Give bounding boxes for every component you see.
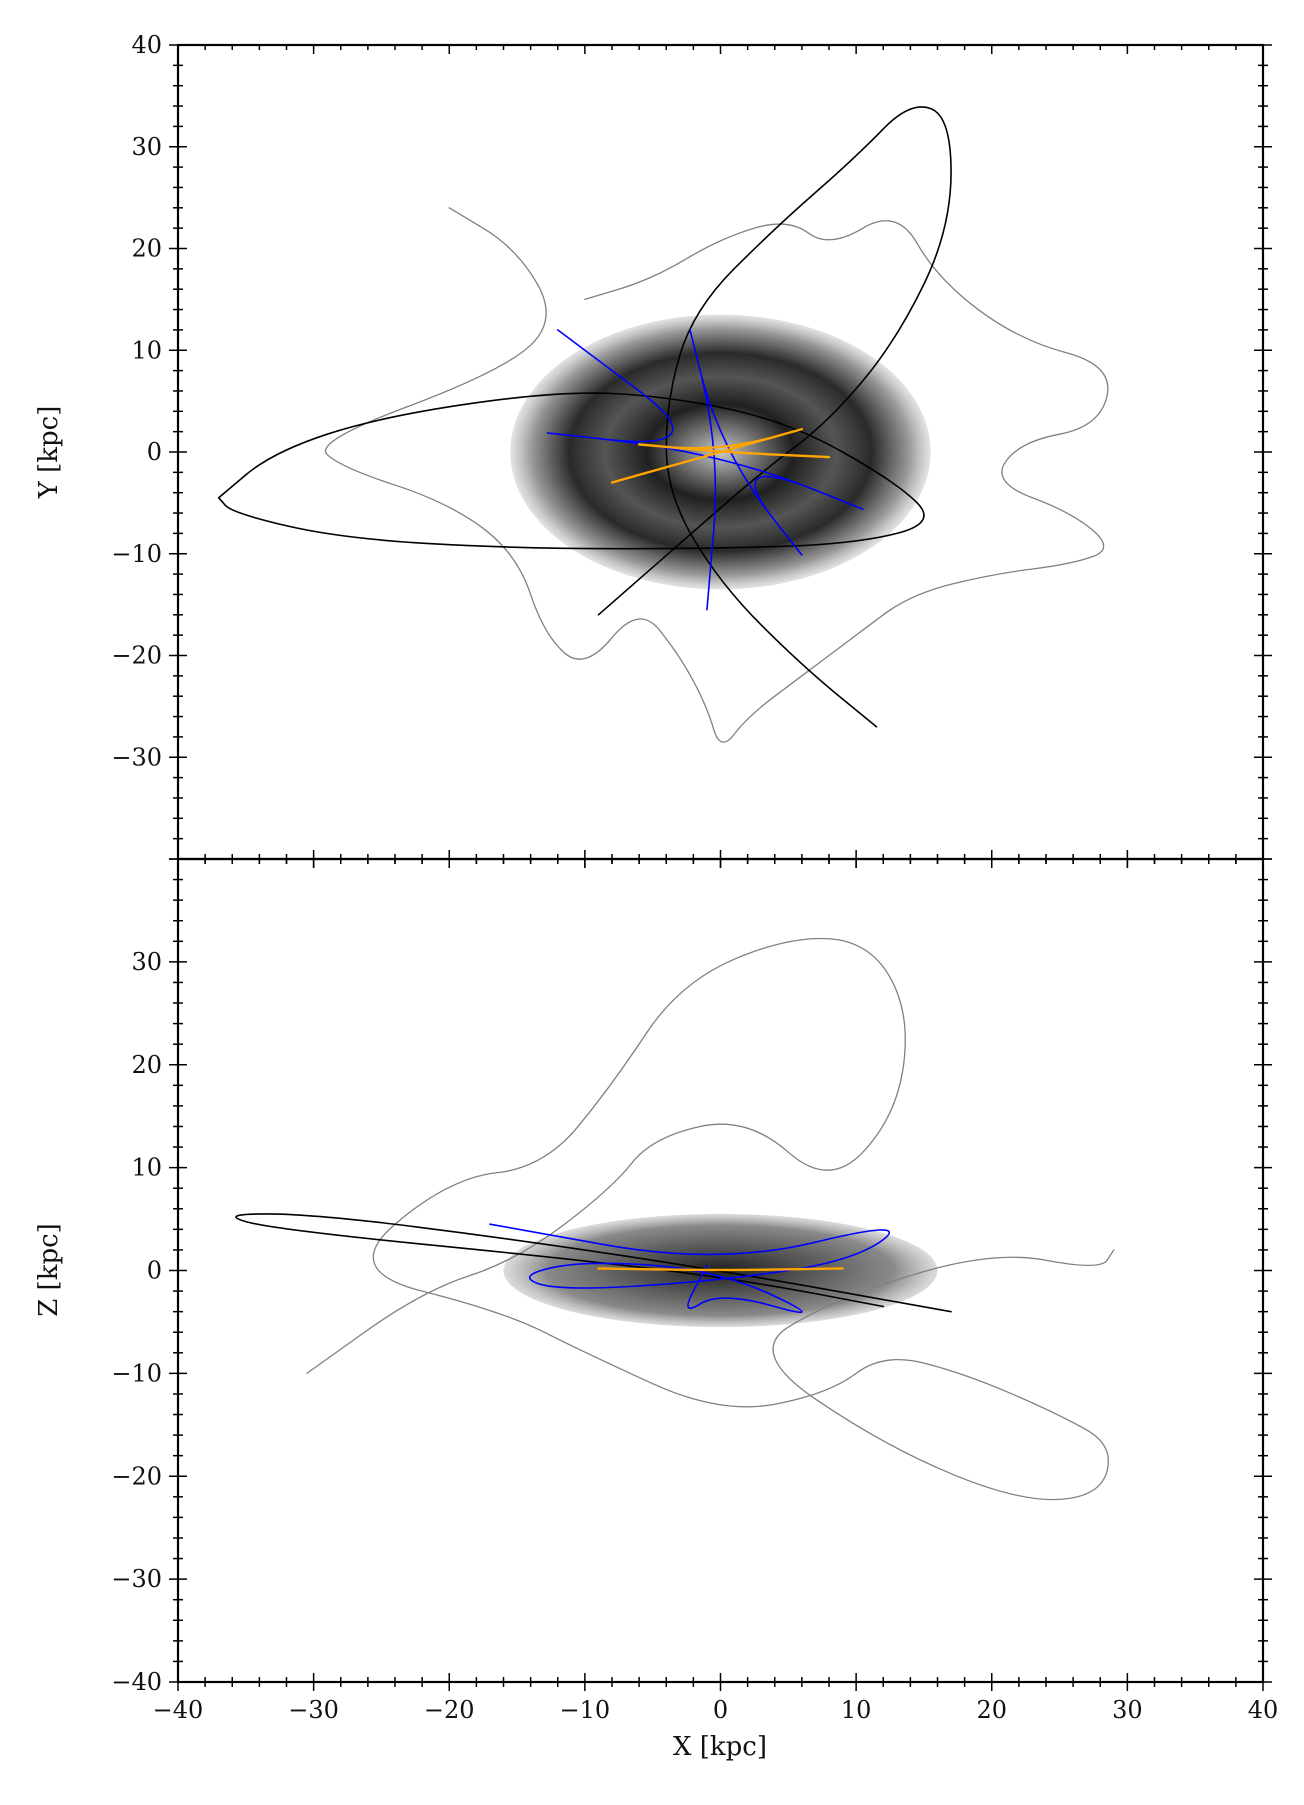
x-tick-label: 20 [976,1696,1007,1724]
orbit-series-3 [597,1267,844,1272]
orbit-series-2 [489,1223,890,1314]
y-tick-label: −10 [111,1359,162,1387]
y-tick-label: −40 [111,1668,162,1696]
y-tick-label: 0 [147,438,162,466]
x-tick-label: 0 [713,1696,728,1724]
y-tick-label: 10 [131,1154,162,1182]
orbit-series-1 [235,1213,952,1313]
x-tick-label: 30 [1112,1696,1143,1724]
x-axis-label: X [kpc] [673,1732,767,1762]
y-tick-label: 10 [131,336,162,364]
orbit-series-0 [306,937,1115,1501]
x-tick-label: 40 [1248,1696,1279,1724]
y-tick-label: 20 [131,235,162,263]
orbit-series-3 [610,428,831,484]
y-tick-label: −30 [111,1565,162,1593]
x-tick-label: 10 [841,1696,872,1724]
x-tick-label: −10 [560,1696,611,1724]
orbit-series-1 [217,392,925,550]
orbit-series-2 [547,329,864,611]
y-axis-label: Y [kpc] [34,406,64,500]
orbit-series-0 [324,207,1109,743]
x-tick-label: −40 [153,1696,204,1724]
y-tick-label: −20 [111,1462,162,1490]
x-tick-label: −20 [424,1696,475,1724]
y-tick-label: −30 [111,743,162,771]
y-tick-label: −20 [111,642,162,670]
x-tick-label: −30 [288,1696,339,1724]
orbit-series-1-b [597,106,952,728]
y-tick-label: −10 [111,540,162,568]
xy-panel: −30 −20 −10 0 10 20 30 40 Y [kpc] [34,31,1272,868]
y-tick-label: 20 [131,1051,162,1079]
y-tick-label: 0 [147,1257,162,1285]
z-axis-label: Z [kpc] [34,1223,64,1317]
y-tick-label: 40 [131,31,162,59]
xz-panel: −40 −30 −20 −10 0 10 20 30 −40 −30 −20 −10 0 10 20 30 40… [34,857,1279,1762]
y-tick-label: 30 [131,948,162,976]
y-tick-label: 30 [131,133,162,161]
